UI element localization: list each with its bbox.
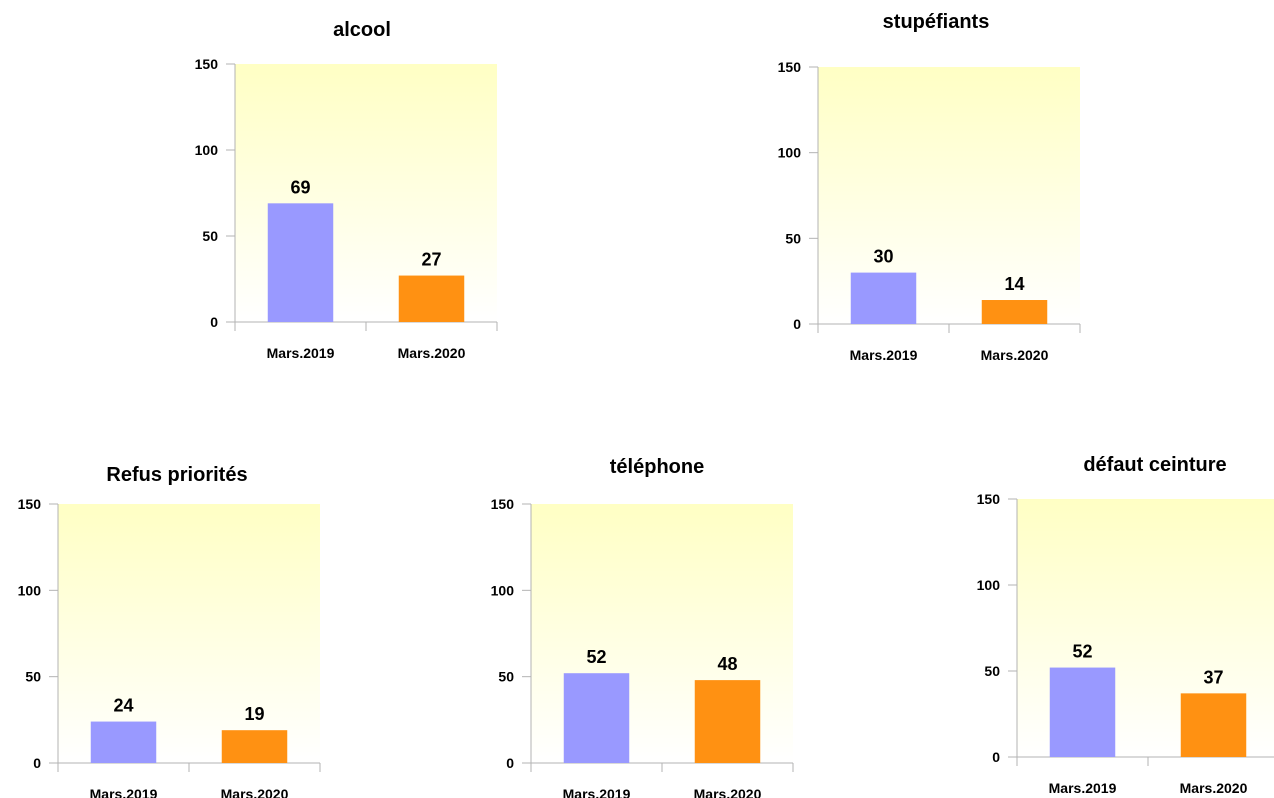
bar-mars-2019 — [90, 721, 157, 763]
bar-mars-2019 — [267, 203, 334, 322]
bar-mars-2019 — [850, 272, 917, 324]
x-tick-label: Mars.2020 — [694, 786, 762, 798]
y-tick-label: 100 — [195, 142, 219, 158]
data-label: 52 — [586, 647, 606, 667]
x-tick-label: Mars.2020 — [221, 786, 289, 798]
chart-panel: défaut ceinture 0 50 100 150 52 Mars.2019 37 Mar… — [977, 454, 1274, 796]
data-label: 30 — [873, 247, 893, 267]
chart-title: stupéfiants — [883, 11, 990, 33]
data-label: 19 — [244, 704, 264, 724]
y-tick-label: 150 — [195, 56, 219, 72]
bar-mars-2020 — [221, 730, 288, 763]
y-tick-label: 150 — [977, 491, 1001, 507]
chart-title: défaut ceinture — [1083, 454, 1226, 476]
bar-mars-2020 — [981, 300, 1048, 324]
data-label: 24 — [113, 696, 133, 716]
chart-title: téléphone — [610, 456, 704, 478]
bar-mars-2020 — [398, 275, 465, 322]
chart-panel: alcool 0 50 100 150 69 Mars.2019 27 Mars.2020 — [195, 19, 498, 361]
y-tick-label: 50 — [25, 669, 41, 685]
plot-area — [58, 504, 320, 763]
x-tick-label: Mars.2019 — [90, 786, 158, 798]
y-tick-label: 150 — [778, 59, 802, 75]
x-tick-label: Mars.2019 — [267, 345, 335, 361]
data-label: 48 — [717, 654, 737, 674]
y-tick-label: 100 — [18, 582, 42, 598]
bar-mars-2019 — [1049, 667, 1116, 757]
y-tick-label: 0 — [33, 755, 41, 771]
data-label: 37 — [1203, 667, 1223, 687]
y-tick-label: 50 — [785, 230, 801, 246]
y-tick-label: 50 — [498, 669, 514, 685]
x-tick-label: Mars.2020 — [398, 345, 466, 361]
y-tick-label: 150 — [491, 496, 515, 512]
bar-mars-2020 — [694, 680, 761, 763]
x-tick-label: Mars.2020 — [1180, 780, 1248, 796]
y-tick-label: 100 — [977, 577, 1001, 593]
y-tick-label: 0 — [210, 314, 218, 330]
bar-mars-2019 — [563, 673, 630, 763]
data-label: 27 — [421, 250, 441, 270]
y-tick-label: 0 — [992, 749, 1000, 765]
y-tick-label: 150 — [18, 496, 42, 512]
chart-panel: téléphone 0 50 100 150 52 Mars.2019 48 Mars.2020 — [491, 456, 794, 798]
y-tick-label: 50 — [202, 228, 218, 244]
x-tick-label: Mars.2019 — [1049, 780, 1117, 796]
chart-title: alcool — [333, 19, 391, 41]
chart-panel: stupéfiants 0 50 100 150 30 Mars.2019 14 Mars.20… — [778, 11, 1081, 363]
y-tick-label: 50 — [984, 663, 1000, 679]
y-tick-label: 100 — [778, 145, 802, 161]
y-tick-label: 100 — [491, 582, 515, 598]
data-label: 52 — [1072, 642, 1092, 662]
data-label: 14 — [1004, 274, 1024, 294]
chart-title: Refus priorités — [106, 464, 247, 486]
x-tick-label: Mars.2019 — [563, 786, 631, 798]
bar-mars-2020 — [1180, 693, 1247, 757]
y-tick-label: 0 — [506, 755, 514, 771]
data-label: 69 — [290, 177, 310, 197]
chart-panel: Refus priorités 0 50 100 150 24 Mars.2019 19 Mar… — [18, 464, 321, 798]
y-tick-label: 0 — [793, 316, 801, 332]
x-tick-label: Mars.2019 — [850, 347, 918, 363]
x-tick-label: Mars.2020 — [981, 347, 1049, 363]
